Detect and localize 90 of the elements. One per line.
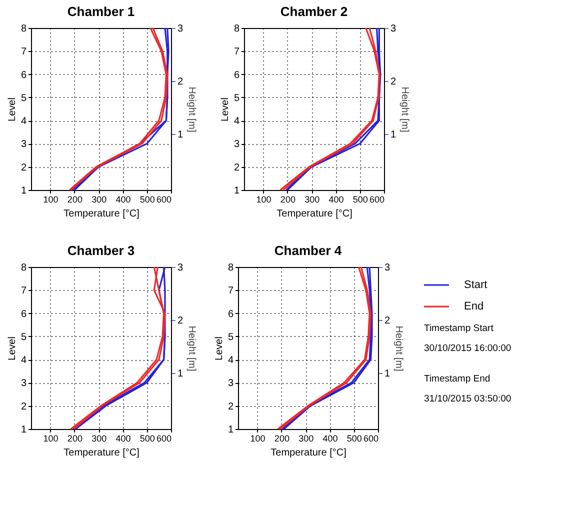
y2-tick-label: 2 <box>178 76 184 88</box>
chart-title: Chamber 3 <box>67 243 135 258</box>
x-tick-label: 600 <box>369 194 384 204</box>
x-tick-label: 100 <box>43 194 58 204</box>
x-tick-label: 500 <box>140 194 155 204</box>
y-tick-label: 5 <box>228 332 234 343</box>
x-tick-label: 200 <box>67 194 82 204</box>
y-tick-label: 3 <box>20 378 27 390</box>
y-tick-label: 4 <box>20 355 27 366</box>
y2-tick-label: 2 <box>178 316 184 327</box>
y-tick-label: 6 <box>228 308 234 320</box>
y-tick-label: 1 <box>20 186 27 196</box>
chart-title: Chamber 1 <box>67 4 135 19</box>
text: 30/10/2015 16:00:00 <box>424 343 512 354</box>
y-tick-label: 6 <box>234 70 240 81</box>
x-tick-label: 300 <box>298 434 314 444</box>
x-tick-label: 400 <box>116 194 131 204</box>
y-tick-label: 8 <box>228 262 234 274</box>
y-tick-label: 6 <box>20 70 27 81</box>
x-tick-label: 100 <box>256 194 272 204</box>
x-tick-label: 200 <box>274 434 290 444</box>
x-tick-label: 600 <box>156 434 172 444</box>
text: 31/10/2015 03:50:00 <box>424 393 512 404</box>
y-tick-label: 1 <box>228 424 234 436</box>
y-tick-label: 4 <box>20 116 27 128</box>
x-axis-title: Temperature [°C] <box>64 448 140 458</box>
y-tick-label: 1 <box>20 424 27 436</box>
x-tick-label: 500 <box>352 194 368 204</box>
y-tick-label: 7 <box>228 286 234 297</box>
y-tick-label: 3 <box>20 139 27 150</box>
y2-tick-label: 1 <box>384 368 390 380</box>
x-tick-label: 300 <box>92 434 107 444</box>
y2-tick-label: 3 <box>390 24 396 34</box>
y-tick-label: 1 <box>234 186 240 196</box>
y-tick-label: 2 <box>228 401 234 412</box>
legend-label: Start <box>464 279 488 291</box>
y-tick-label: 3 <box>234 139 240 150</box>
y-tick-label: 7 <box>20 46 27 58</box>
x-tick-label: 100 <box>43 434 58 444</box>
y-tick-label: 8 <box>20 262 27 274</box>
x-tick-label: 400 <box>322 434 338 444</box>
x-tick-label: 100 <box>250 434 266 444</box>
x-tick-label: 200 <box>280 194 296 204</box>
y-tick-label: 2 <box>234 162 240 174</box>
y-axis-title: Level <box>214 336 225 360</box>
y-tick-label: 3 <box>228 378 234 390</box>
x-axis-title: Temperature [°C] <box>270 448 347 458</box>
y-axis-title: Level <box>6 98 18 122</box>
y-tick-label: 6 <box>20 308 27 320</box>
text: Timestamp Start <box>424 323 494 334</box>
y-tick-label: 8 <box>20 24 27 34</box>
y-axis-title: Level <box>220 98 231 122</box>
text: Timestamp End <box>424 374 490 385</box>
y2-tick-label: 3 <box>384 262 390 274</box>
y-tick-label: 2 <box>20 401 27 412</box>
y2-tick-label: 2 <box>384 316 390 327</box>
x-tick-label: 400 <box>116 434 131 444</box>
x-tick-label: 600 <box>156 194 172 204</box>
legend-label: End <box>464 300 484 313</box>
x-tick-label: 600 <box>363 434 378 444</box>
x-axis-title: Temperature [°C] <box>64 208 140 220</box>
y-tick-label: 7 <box>234 46 240 58</box>
y2-tick-label: 3 <box>178 24 184 34</box>
x-tick-label: 300 <box>304 194 320 204</box>
x-tick-label: 500 <box>140 434 155 444</box>
y-tick-label: 5 <box>20 92 27 104</box>
x-axis-title: Temperature [°C] <box>276 208 353 220</box>
y2-tick-label: 2 <box>390 76 396 88</box>
x-tick-label: 500 <box>346 434 362 444</box>
chart-title: Chamber 2 <box>280 4 348 19</box>
y2-axis-title: Height [m] <box>186 86 198 133</box>
y-tick-label: 5 <box>234 92 240 104</box>
y2-axis-title: Height [m] <box>393 326 404 372</box>
y2-tick-label: 3 <box>178 262 184 274</box>
y2-tick-label: 1 <box>390 130 396 141</box>
x-tick-label: 200 <box>67 434 82 444</box>
y-tick-label: 5 <box>20 332 27 343</box>
x-tick-label: 400 <box>328 194 344 204</box>
y-tick-label: 8 <box>234 24 240 34</box>
y-tick-label: 7 <box>20 286 27 297</box>
y-tick-label: 4 <box>234 116 240 128</box>
y2-tick-label: 1 <box>178 130 184 141</box>
y2-axis-title: Height [m] <box>399 86 410 133</box>
y-axis-title: Level <box>6 336 18 360</box>
chart-title: Chamber 4 <box>274 243 342 258</box>
y-tick-label: 2 <box>20 162 27 174</box>
y2-axis-title: Height [m] <box>186 326 198 372</box>
y-tick-label: 4 <box>228 355 234 366</box>
y2-tick-label: 1 <box>178 368 184 380</box>
x-tick-label: 300 <box>92 194 107 204</box>
